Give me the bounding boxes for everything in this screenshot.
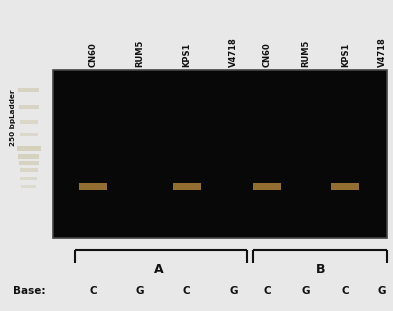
Bar xyxy=(18,88,39,92)
Text: G: G xyxy=(229,286,238,296)
Text: A: A xyxy=(154,262,163,276)
Bar xyxy=(20,133,38,136)
Text: G: G xyxy=(301,286,310,296)
Text: B: B xyxy=(316,262,325,276)
Text: G: G xyxy=(378,286,386,296)
Bar xyxy=(17,146,41,151)
Text: C: C xyxy=(183,286,191,296)
Text: C: C xyxy=(263,286,271,296)
Text: 250 bpLadder: 250 bpLadder xyxy=(9,90,16,146)
Text: C: C xyxy=(89,286,97,296)
Bar xyxy=(19,105,39,109)
Text: RUM5: RUM5 xyxy=(301,39,310,67)
Bar xyxy=(20,120,38,124)
Text: G: G xyxy=(136,286,144,296)
Text: RUM5: RUM5 xyxy=(136,39,144,67)
Bar xyxy=(20,168,38,172)
Bar xyxy=(253,183,281,190)
Bar xyxy=(173,183,201,190)
Bar xyxy=(79,183,107,190)
Text: V4718: V4718 xyxy=(378,37,387,67)
Text: CN60: CN60 xyxy=(263,42,271,67)
Text: Base:: Base: xyxy=(13,286,46,296)
Text: C: C xyxy=(342,286,349,296)
Bar xyxy=(18,154,39,159)
Text: CN60: CN60 xyxy=(89,42,97,67)
Text: KPS1: KPS1 xyxy=(182,43,191,67)
Bar xyxy=(19,161,39,165)
Bar xyxy=(20,177,37,180)
Bar xyxy=(21,185,36,188)
Bar xyxy=(331,183,360,190)
Text: KPS1: KPS1 xyxy=(341,43,350,67)
Text: V4718: V4718 xyxy=(229,37,238,67)
Bar xyxy=(53,70,387,238)
